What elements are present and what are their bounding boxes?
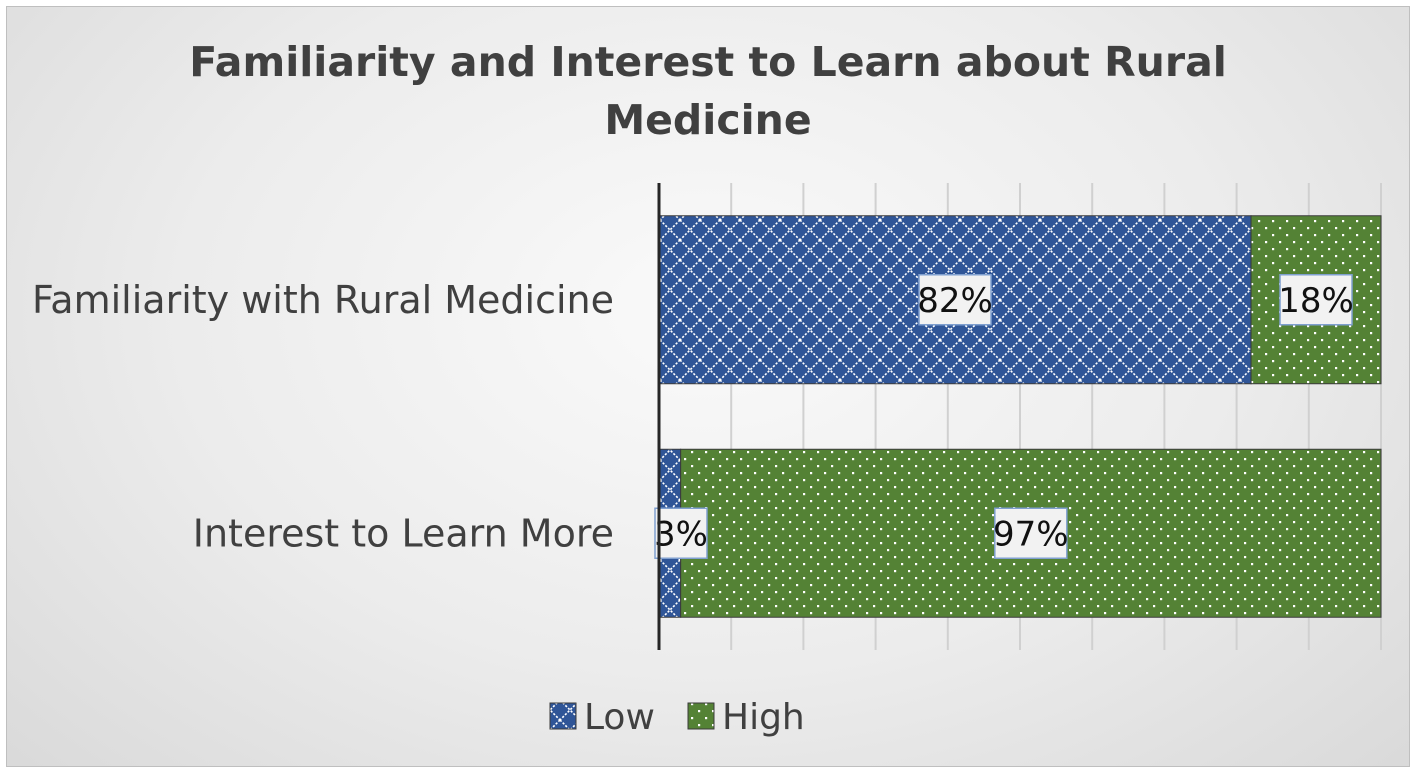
legend-swatch [687,702,715,730]
data-label: 97% [993,507,1069,559]
data-label-text: 97% [993,514,1069,554]
chart-area [6,6,1410,767]
chart-title-line-1: Familiarity and Interest to Learn about … [189,38,1227,86]
bars [658,215,1382,618]
legend-swatch [549,702,577,730]
data-label-text: 18% [1278,281,1354,321]
data-label-text: 82% [917,281,993,321]
legend-label: Low [584,697,655,738]
category-label: Interest to Learn More [193,511,614,555]
chart-title: Familiarity and Interest to Learn about … [189,38,1227,144]
data-label-box [654,507,708,559]
data-label: 3% [654,507,708,559]
data-label-box [918,274,992,326]
legend-item-high: High [687,697,805,738]
legend: Low High [549,697,805,738]
data-label: 18% [1278,274,1354,326]
legend-item-low: Low [549,697,655,738]
data-label-box [1279,274,1353,326]
category-label: Familiarity with Rural Medicine [32,278,614,322]
chart-title-line-2: Medicine [604,96,811,144]
data-label: 82% [917,274,993,326]
data-label-box [994,507,1068,559]
category-axis-labels: Familiarity with Rural Medicine Interest … [32,278,614,556]
data-labels: 82% 18% 3% 97% [654,274,1354,559]
legend-label: High [722,697,805,738]
data-label-text: 3% [654,514,708,554]
